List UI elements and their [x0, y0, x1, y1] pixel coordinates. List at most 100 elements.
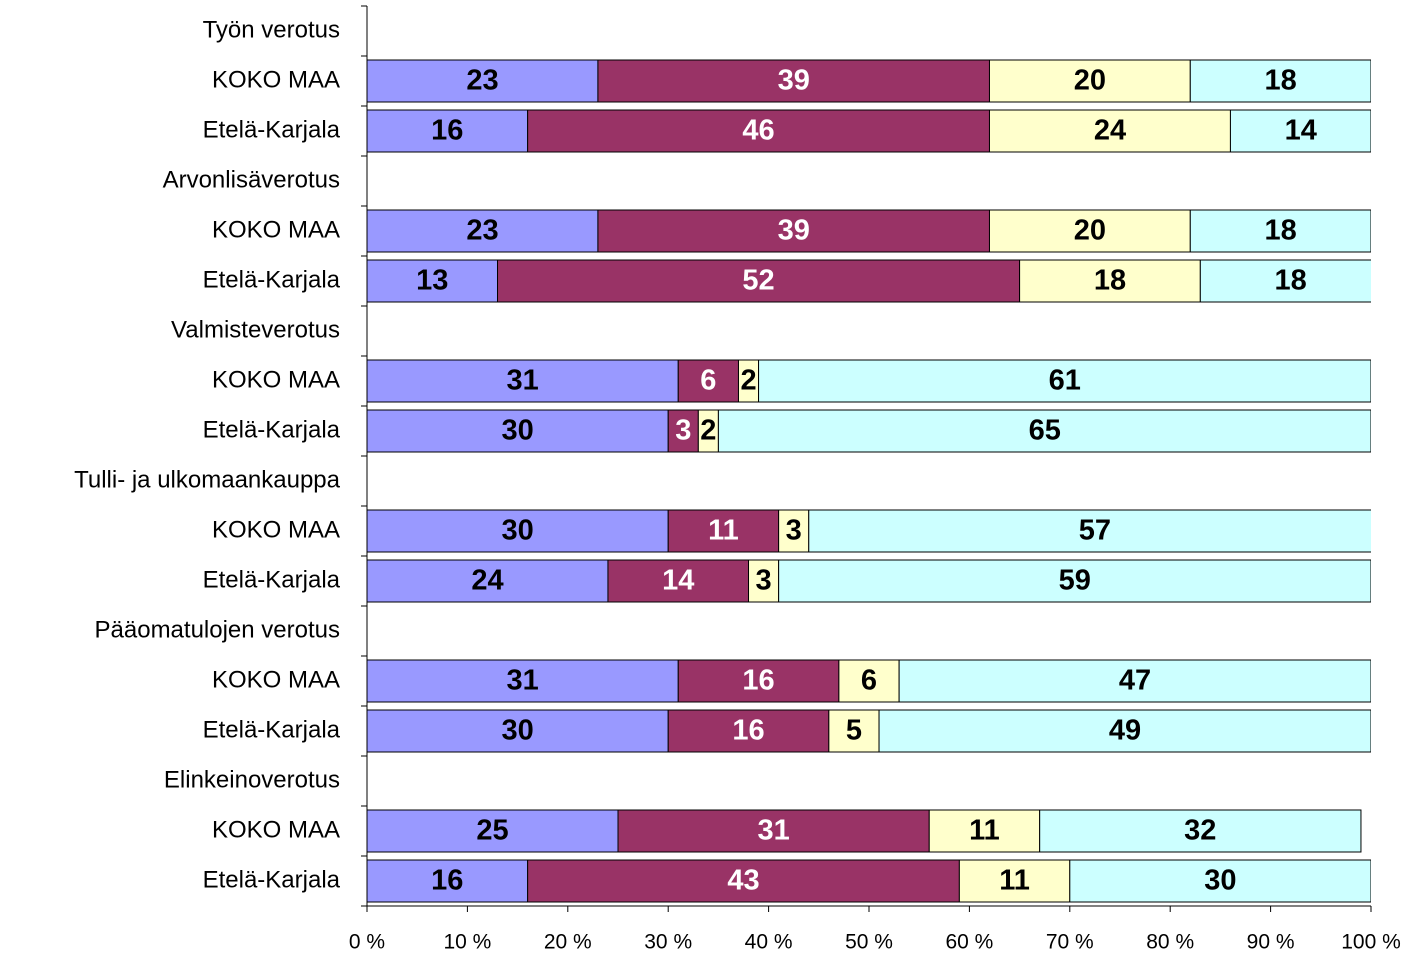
value-label: 30 [501, 415, 533, 447]
bar-segment [988, 59, 1191, 103]
bar-segment [367, 409, 669, 453]
value-label: 31 [506, 665, 538, 697]
value-label: 3 [786, 515, 802, 547]
value-label: 31 [757, 815, 789, 847]
value-label: 14 [662, 565, 694, 597]
value-label: 43 [727, 865, 759, 897]
bar-segment [958, 859, 1071, 903]
x-tick-label: 0 % [349, 931, 385, 954]
bar-segment [367, 559, 609, 603]
bar-segment [367, 59, 599, 103]
value-label: 16 [732, 715, 764, 747]
value-label: 14 [1285, 115, 1317, 147]
x-tick-label: 100 % [1341, 931, 1401, 954]
category-label: Pääomatulojen verotus [95, 616, 340, 643]
bar-segment [597, 209, 990, 253]
value-label: 57 [1079, 515, 1111, 547]
value-label: 11 [708, 515, 739, 547]
value-label: 18 [1265, 65, 1297, 97]
bar-segment [367, 709, 669, 753]
bar-segment [617, 809, 930, 853]
bar-segment [808, 509, 1371, 553]
category-label: Arvonlisäverotus [163, 166, 340, 193]
x-tick-label: 10 % [443, 931, 491, 954]
bar-segment [367, 259, 499, 303]
category-label: KOKO MAA [212, 666, 340, 693]
value-label: 65 [1029, 415, 1061, 447]
value-label: 20 [1074, 65, 1106, 97]
value-label: 11 [999, 865, 1030, 897]
value-label: 2 [740, 365, 756, 397]
category-label: Etelä-Karjala [203, 566, 341, 593]
bar-segment [878, 709, 1371, 753]
bar-segment [1189, 209, 1371, 253]
value-label: 11 [969, 815, 1000, 847]
bar-segment [367, 209, 599, 253]
bar-segment [928, 809, 1041, 853]
category-label: KOKO MAA [212, 816, 340, 843]
bar-segment [367, 509, 669, 553]
value-label: 3 [675, 415, 691, 447]
value-label: 6 [700, 365, 716, 397]
x-tick-label: 60 % [945, 931, 993, 954]
bar-segment [1019, 259, 1201, 303]
bar-segment [758, 359, 1371, 403]
category-label: Etelä-Karjala [203, 866, 341, 893]
bar-segment [367, 859, 529, 903]
category-label: Elinkeinoverotus [164, 766, 340, 793]
bar-segment [988, 209, 1191, 253]
x-tick-label: 20 % [544, 931, 592, 954]
category-label: Etelä-Karjala [203, 116, 341, 143]
x-tick-label: 90 % [1247, 931, 1295, 954]
category-label: Tulli- ja ulkomaankauppa [74, 466, 341, 493]
bar-segment [367, 809, 619, 853]
value-label: 23 [466, 65, 498, 97]
value-label: 24 [471, 565, 503, 597]
bar-segment [1069, 859, 1371, 903]
value-label: 13 [416, 265, 448, 297]
bar-segment [367, 109, 529, 153]
value-label: 59 [1059, 565, 1091, 597]
value-label: 24 [1094, 115, 1126, 147]
value-label: 5 [846, 715, 862, 747]
value-label: 18 [1265, 215, 1297, 247]
category-label: KOKO MAA [212, 516, 340, 543]
value-label: 61 [1049, 365, 1081, 397]
value-label: 3 [756, 565, 772, 597]
bar-segment [838, 659, 900, 703]
bar-segment [527, 859, 960, 903]
value-label: 6 [861, 665, 877, 697]
bar-segment [1229, 109, 1371, 153]
bar-segment [1039, 809, 1362, 853]
x-tick-label: 40 % [745, 931, 793, 954]
value-label: 30 [1204, 865, 1236, 897]
bar-segment [527, 109, 990, 153]
category-label: KOKO MAA [212, 366, 340, 393]
bar-segment [717, 409, 1371, 453]
value-label: 32 [1184, 815, 1216, 847]
value-label: 25 [476, 815, 508, 847]
category-label: Työn verotus [203, 16, 340, 43]
bar-segment [367, 659, 679, 703]
x-tick-label: 70 % [1046, 931, 1094, 954]
value-label: 16 [742, 665, 774, 697]
bar-segment [988, 109, 1231, 153]
category-label: KOKO MAA [212, 216, 340, 243]
value-label: 46 [742, 115, 774, 147]
value-label: 39 [778, 215, 810, 247]
value-label: 20 [1074, 215, 1106, 247]
value-label: 30 [501, 715, 533, 747]
bar-segment [898, 659, 1371, 703]
bar-segment [1199, 259, 1371, 303]
category-label: KOKO MAA [212, 66, 340, 93]
value-label: 52 [742, 265, 774, 297]
bar-segment [748, 559, 780, 603]
bar-segment [828, 709, 880, 753]
bar-segment [667, 509, 780, 553]
value-label: 30 [501, 515, 533, 547]
value-label: 23 [466, 215, 498, 247]
category-label: Valmisteverotus [171, 316, 340, 343]
value-label: 49 [1109, 715, 1141, 747]
